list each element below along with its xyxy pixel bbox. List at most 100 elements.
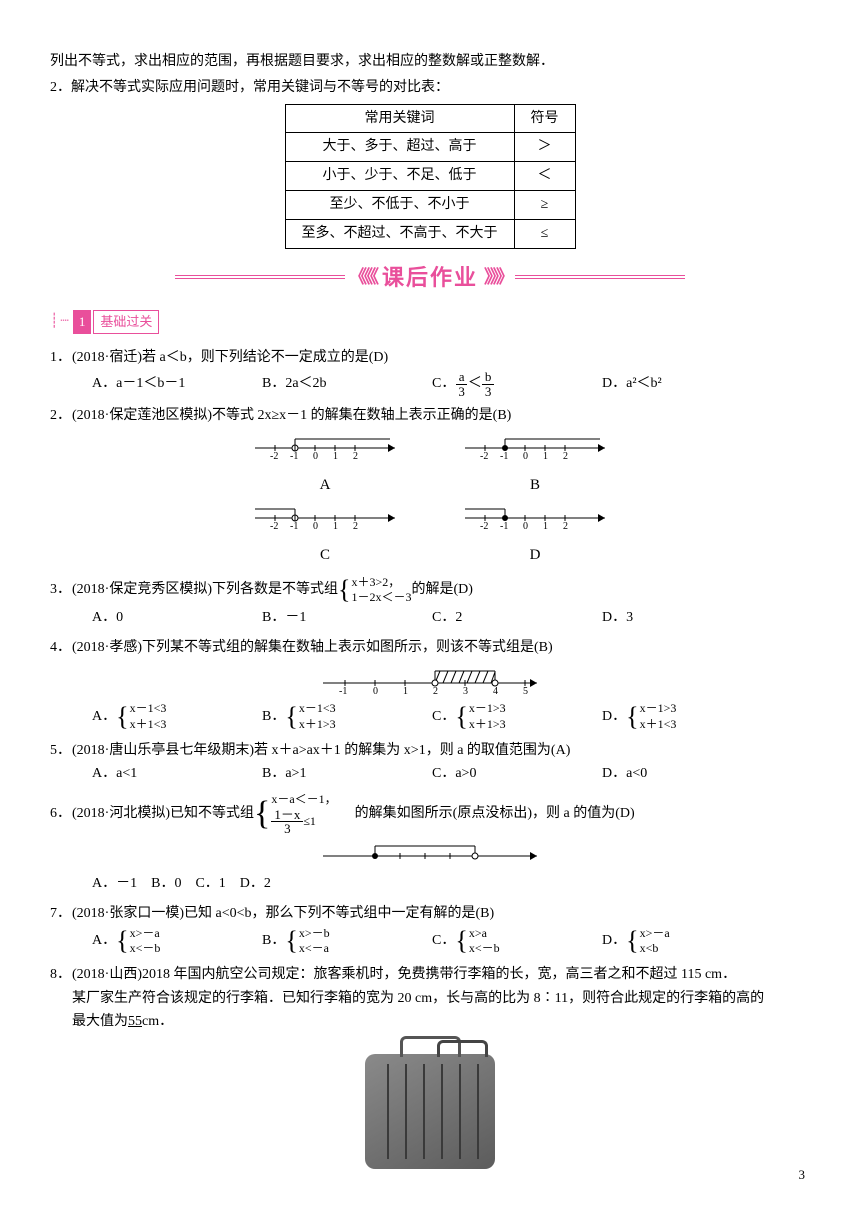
svg-text:0: 0 bbox=[523, 451, 528, 462]
table-cell: 大于、多于、超过、高于 bbox=[285, 133, 514, 162]
svg-text:-1: -1 bbox=[290, 521, 298, 532]
svg-text:0: 0 bbox=[313, 451, 318, 462]
svg-text:-2: -2 bbox=[270, 521, 278, 532]
banner-angle-left: 《《《 bbox=[349, 262, 376, 293]
q-stem: (2018·山西)2018 年国内航空公司规定：旅客乘机时，免费携带行李箱的长，… bbox=[72, 963, 736, 987]
q-stem: (2018·保定莲池区模拟)不等式 2x≥x－1 的解集在数轴上表示正确的是(B… bbox=[72, 404, 511, 428]
svg-text:0: 0 bbox=[373, 686, 378, 695]
q-line: 最大值为55cm． bbox=[50, 1010, 810, 1034]
opt-a: A．0 bbox=[92, 606, 262, 630]
svg-text:2: 2 bbox=[353, 451, 358, 462]
intro-line2: 2．解决不等式实际应用问题时，常用关键词与不等号的对比表： bbox=[50, 76, 810, 100]
question-1: 1．(2018·宿迁)若 a＜b，则下列结论不一定成立的是(D) A．a－1＜b… bbox=[50, 346, 810, 398]
page-number: 3 bbox=[799, 1164, 806, 1186]
svg-text:2: 2 bbox=[563, 521, 568, 532]
section-header: ┊┈ 1 基础过关 bbox=[50, 310, 810, 334]
svg-text:5: 5 bbox=[523, 686, 528, 695]
table-cell: 至少、不低于、不小于 bbox=[285, 190, 514, 219]
opt-a: A．{x>－ax<－b bbox=[92, 926, 262, 957]
fraction-icon: b3 bbox=[482, 370, 495, 398]
question-4: 4．(2018·孝感)下列某不等式组的解集在数轴上表示如图所示，则该不等式组是(… bbox=[50, 636, 810, 733]
section-index: 1 bbox=[73, 310, 92, 334]
opt-prefix: C． bbox=[432, 372, 455, 396]
q-stem: (2018·河北模拟)已知不等式组 bbox=[72, 802, 254, 826]
table-cell: ＞ bbox=[514, 133, 575, 162]
answer-blank: 55 bbox=[128, 1014, 142, 1029]
table-cell: ≥ bbox=[514, 190, 575, 219]
brace-system: {x＋3>2，1－2x＜－3 bbox=[338, 575, 412, 606]
q-number: 3． bbox=[50, 578, 72, 602]
svg-text:-1: -1 bbox=[290, 451, 298, 462]
q-number: 7． bbox=[50, 902, 72, 926]
svg-text:-1: -1 bbox=[500, 451, 508, 462]
q-line: 某厂家生产符合该规定的行李箱．已知行李箱的宽为 20 cm，长与高的比为 8∶1… bbox=[50, 987, 810, 1011]
svg-text:3: 3 bbox=[463, 686, 468, 695]
question-3: 3． (2018·保定竞秀区模拟)下列各数是不等式组 {x＋3>2，1－2x＜－… bbox=[50, 575, 810, 630]
q-post: 的解集如图所示(原点没标出)，则 a 的值为(D) bbox=[355, 802, 635, 826]
opt-d: D．a²＜b² bbox=[602, 370, 772, 398]
svg-text:1: 1 bbox=[333, 521, 338, 532]
opt-b: B．{x>－bx<－a bbox=[262, 926, 432, 957]
number-line-b: -2 -1 0 1 2 bbox=[460, 434, 610, 462]
svg-text:0: 0 bbox=[313, 521, 318, 532]
axis-label: B bbox=[460, 473, 610, 499]
question-7: 7．(2018·张家口一模)已知 a<0<b，那么下列不等式组中一定有解的是(B… bbox=[50, 902, 810, 957]
svg-text:2: 2 bbox=[353, 521, 358, 532]
table-cell: ＜ bbox=[514, 162, 575, 191]
opt-c: C．a>0 bbox=[432, 762, 602, 786]
q-number: 2． bbox=[50, 404, 72, 428]
luggage-image bbox=[365, 1054, 495, 1169]
svg-text:4: 4 bbox=[493, 686, 498, 695]
number-line-row: -2-1012 C -2-1012 D bbox=[50, 504, 810, 568]
q-stem: (2018·唐山乐亭县七年级期末)若 x＋a>ax＋1 的解集为 x>1，则 a… bbox=[72, 739, 570, 763]
intro-line1: 列出不等式，求出相应的范围，再根据题目要求，求出相应的整数解或正整数解． bbox=[50, 50, 810, 74]
th-symbol: 符号 bbox=[514, 104, 575, 133]
svg-text:1: 1 bbox=[543, 521, 548, 532]
opt-b: B．a>1 bbox=[262, 762, 432, 786]
q-stem: (2018·孝感)下列某不等式组的解集在数轴上表示如图所示，则该不等式组是(B) bbox=[72, 636, 553, 660]
svg-text:-2: -2 bbox=[480, 521, 488, 532]
opt-b: B．2a＜2b bbox=[262, 370, 432, 398]
opt-b: B．－1 bbox=[262, 606, 432, 630]
opt-c: C．{x－1>3x＋1>3 bbox=[432, 701, 602, 732]
number-line-row: -2 -1 0 1 2 A -2 -1 0 1 2 B bbox=[50, 434, 810, 498]
question-2: 2．(2018·保定莲池区模拟)不等式 2x≥x－1 的解集在数轴上表示正确的是… bbox=[50, 404, 810, 568]
hatched-number-line: -1012345 bbox=[315, 663, 545, 695]
q-number: 4． bbox=[50, 636, 72, 660]
keyword-table: 常用关键词符号 大于、多于、超过、高于＞ 小于、少于、不足、低于＜ 至少、不低于… bbox=[285, 104, 576, 249]
homework-banner: 《《《 课后作业 》》》 bbox=[50, 259, 810, 296]
opt-a: A．{x－1<3x＋1<3 bbox=[92, 701, 262, 732]
q-stem: (2018·宿迁)若 a＜b，则下列结论不一定成立的是(D) bbox=[72, 346, 388, 370]
section-dots: ┊┈ bbox=[50, 310, 71, 334]
opt-d: D．{x>－ax<b bbox=[602, 926, 772, 957]
question-5: 5．(2018·唐山乐亭县七年级期末)若 x＋a>ax＋1 的解集为 x>1，则… bbox=[50, 739, 810, 787]
axis-label: D bbox=[460, 543, 610, 569]
svg-text:-1: -1 bbox=[339, 686, 347, 695]
q-stem: (2018·保定竞秀区模拟)下列各数是不等式组 bbox=[72, 578, 338, 602]
opt-c: C．{x>ax<－b bbox=[432, 926, 602, 957]
opt-a: A．a<1 bbox=[92, 762, 262, 786]
opt-d: D．a<0 bbox=[602, 762, 772, 786]
svg-text:2: 2 bbox=[433, 686, 438, 695]
fraction-icon: a3 bbox=[455, 370, 468, 398]
banner-line bbox=[515, 275, 685, 279]
question-8: 8．(2018·山西)2018 年国内航空公司规定：旅客乘机时，免费携带行李箱的… bbox=[50, 963, 810, 1034]
opt-a: A．a－1＜b－1 bbox=[92, 370, 262, 398]
q-stem: (2018·张家口一模)已知 a<0<b，那么下列不等式组中一定有解的是(B) bbox=[72, 902, 494, 926]
q-number: 8． bbox=[50, 963, 72, 987]
number-line-c: -2 -1 0 1 2 bbox=[250, 504, 400, 532]
question-6: 6． (2018·河北模拟)已知不等式组 {x－a＜－1，1－x3≤1 的解集如… bbox=[50, 792, 810, 896]
svg-text:2: 2 bbox=[563, 451, 568, 462]
banner-title: 课后作业 bbox=[382, 259, 478, 296]
banner-angle-right: 》》》 bbox=[484, 262, 511, 293]
opt-c: C． a3 ＜ b3 bbox=[432, 370, 602, 398]
opt-d: D．{x－1>3x＋1<3 bbox=[602, 701, 772, 732]
svg-text:1: 1 bbox=[543, 451, 548, 462]
lt-symbol: ＜ bbox=[468, 372, 482, 396]
q-number: 1． bbox=[50, 346, 72, 370]
axis-label: A bbox=[250, 473, 400, 499]
svg-text:-2: -2 bbox=[480, 451, 488, 462]
banner-line bbox=[175, 275, 345, 279]
brace-system: {x－a＜－1，1－x3≤1 bbox=[254, 792, 337, 836]
th-keyword: 常用关键词 bbox=[285, 104, 514, 133]
